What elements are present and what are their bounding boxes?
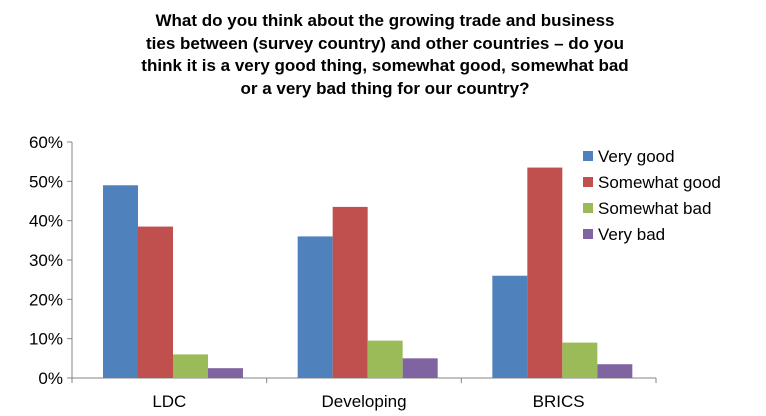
legend-label: Very good (598, 147, 675, 166)
legend-label: Very bad (598, 225, 665, 244)
y-tick-label: 50% (29, 172, 63, 191)
chart-title-line: think it is a very good thing, somewhat … (141, 56, 629, 75)
chart-title-line: ties between (survey country) and other … (146, 33, 624, 53)
bar (208, 368, 243, 378)
y-tick-label: 0% (38, 369, 63, 388)
chart-title-line: or a very bad thing for our country? (240, 78, 530, 98)
x-tick-label: LDC (152, 392, 186, 411)
bar (402, 358, 438, 378)
chart-title-line: What do you think about the growing trad… (155, 11, 615, 30)
bar (527, 167, 563, 378)
bar (562, 342, 598, 378)
legend-label: Somewhat bad (598, 199, 711, 218)
y-tick-label: 10% (29, 330, 63, 349)
chart-legend: Very good Somewhat good Somewhat bad Very b… (583, 147, 721, 244)
y-tick-label: 60% (29, 133, 63, 152)
chart-axes: 0% 10% 20% 30% 40% 50% 60% LDC Developing BRICS (29, 133, 657, 411)
bar (492, 275, 528, 378)
legend-label: Somewhat good (598, 173, 721, 192)
bar (597, 364, 633, 378)
legend-swatch (583, 177, 593, 187)
bar (367, 340, 403, 378)
bar (173, 354, 208, 378)
y-tick-label: 30% (29, 251, 63, 270)
y-tick-label: 20% (29, 290, 63, 309)
legend-swatch (583, 203, 593, 213)
bar (103, 185, 138, 378)
bar (297, 236, 333, 378)
y-tick-label: 40% (29, 212, 63, 231)
chart-bars (103, 167, 633, 378)
legend-swatch (583, 229, 593, 239)
bar (138, 226, 173, 378)
bar (332, 206, 368, 378)
x-tick-label: BRICS (533, 392, 585, 411)
chart-title: What do you think about the growing trad… (60, 10, 710, 100)
x-tick-label: Developing (321, 392, 406, 411)
legend-swatch (583, 151, 593, 161)
